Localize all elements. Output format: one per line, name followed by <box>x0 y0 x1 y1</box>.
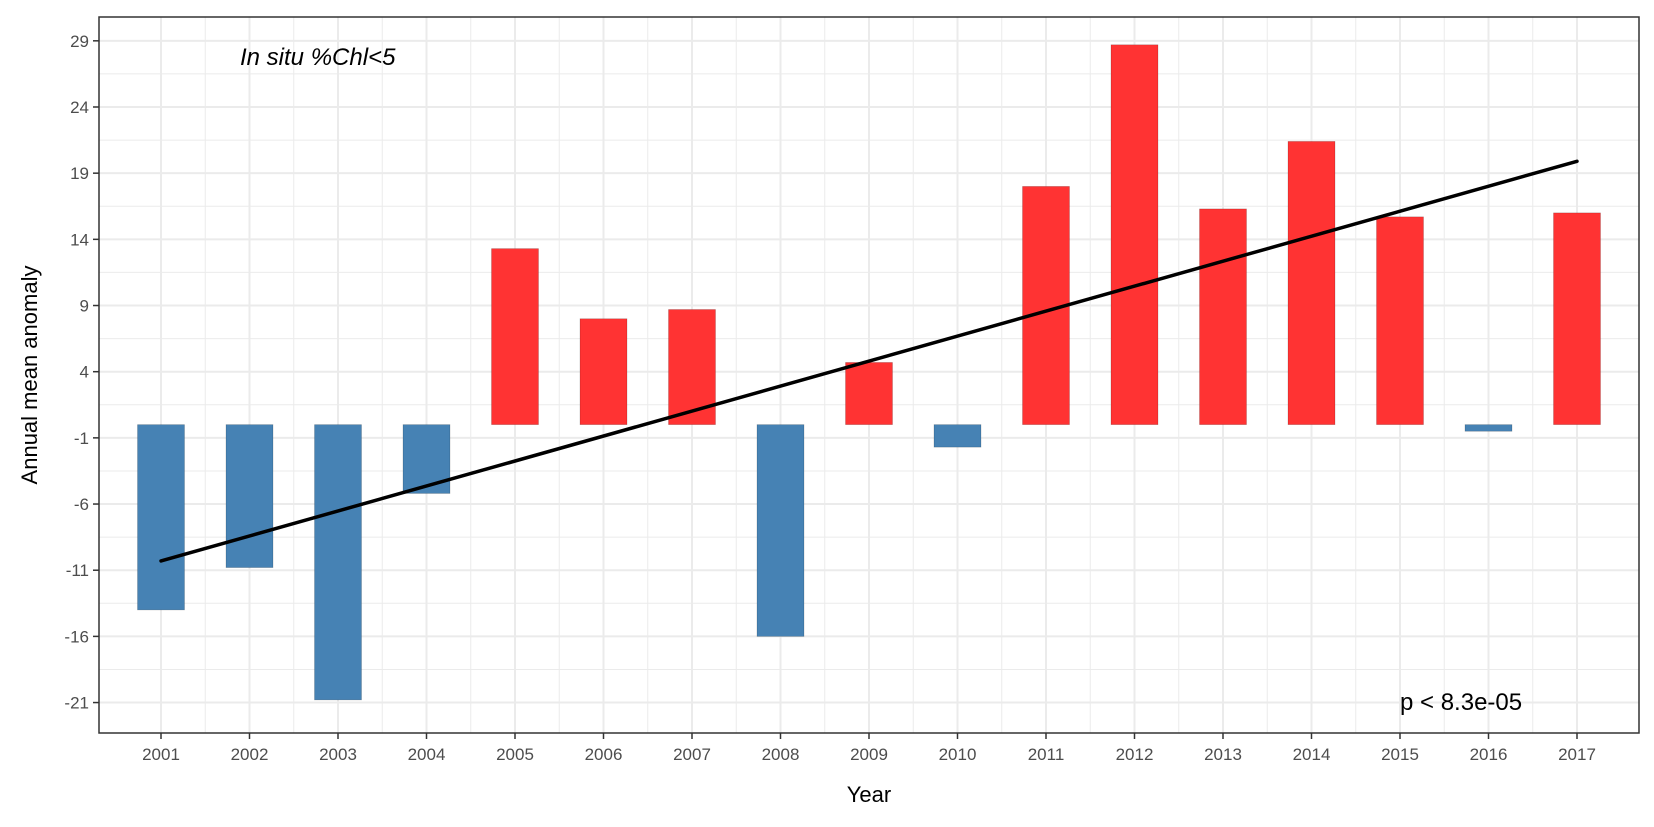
x-tick-label: 2017 <box>1558 745 1596 764</box>
x-tick-label: 2013 <box>1204 745 1242 764</box>
y-tick-label: 29 <box>70 32 89 51</box>
x-tick-label: 2014 <box>1293 745 1331 764</box>
y-tick-label: -21 <box>64 694 89 713</box>
trend-line <box>159 159 1579 563</box>
x-tick-label: 2009 <box>850 745 888 764</box>
bar-2012 <box>1110 44 1159 425</box>
x-tick-label: 2006 <box>585 745 623 764</box>
bar-2002 <box>225 424 274 568</box>
y-tick-label: 9 <box>80 297 89 316</box>
bar-2001 <box>137 424 185 611</box>
x-tick-label: 2004 <box>408 745 446 764</box>
bar-2016 <box>1464 424 1513 432</box>
x-tick-label: 2011 <box>1028 745 1065 764</box>
x-tick-label: 2012 <box>1116 745 1154 764</box>
x-axis-title: Year <box>847 782 891 807</box>
y-axis-title: Annual mean anomaly <box>17 266 42 485</box>
bar-2014 <box>1287 141 1336 425</box>
y-tick-label: 19 <box>70 164 89 183</box>
x-tick-label: 2001 <box>142 745 180 764</box>
x-tick-label: 2010 <box>939 745 977 764</box>
x-tick-label: 2016 <box>1470 745 1508 764</box>
y-tick-label: 4 <box>80 363 89 382</box>
x-tick-label: 2007 <box>673 745 711 764</box>
bar-2004 <box>402 424 451 494</box>
bar-2013 <box>1199 208 1247 425</box>
bar-2015 <box>1376 216 1424 425</box>
panel-annotation: In situ %Chl<5 <box>240 44 396 71</box>
bar-2017 <box>1553 212 1601 425</box>
y-tick-label: -16 <box>64 627 89 646</box>
y-axis: -21 -16 -11 -6 -1 4 9 14 19 24 29 <box>64 32 99 713</box>
trend-line-group <box>159 159 1579 563</box>
bar-2003 <box>314 424 362 701</box>
bar-2009 <box>845 362 893 425</box>
y-tick-label: -1 <box>74 429 89 448</box>
bar-2008 <box>756 424 805 637</box>
y-tick-label: -11 <box>66 561 89 580</box>
bar-2005 <box>491 248 539 425</box>
x-tick-label: 2002 <box>231 745 269 764</box>
x-tick-label: 2003 <box>319 745 357 764</box>
x-axis: 2001 2002 2003 2004 2005 2006 2007 2008 2009 2010… <box>142 733 1596 764</box>
y-tick-label: -6 <box>74 495 89 514</box>
x-tick-label: 2005 <box>496 745 534 764</box>
y-tick-label: 14 <box>70 230 89 249</box>
bar-2010 <box>933 424 982 448</box>
p-value-annotation: p < 8.3e-05 <box>1400 689 1522 716</box>
bar-2006 <box>579 318 628 425</box>
y-tick-label: 24 <box>70 98 89 117</box>
x-tick-label: 2008 <box>762 745 800 764</box>
x-tick-label: 2015 <box>1381 745 1419 764</box>
